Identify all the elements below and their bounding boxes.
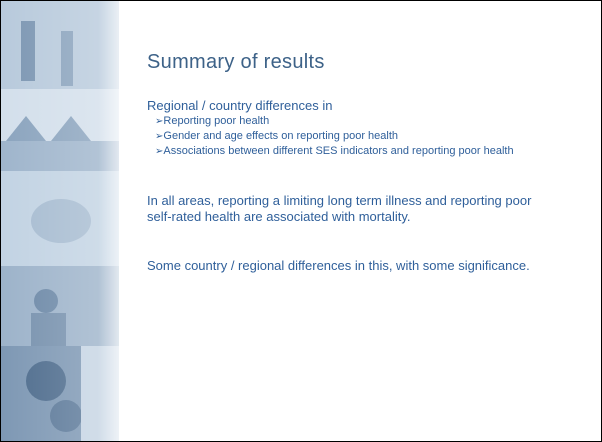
paragraph: Regional / country differences in: [147, 98, 537, 114]
bullet: Reporting poor health: [147, 114, 540, 129]
section: Regional / country differences in Report…: [147, 98, 537, 159]
paragraph: In all areas, reporting a limiting long …: [147, 193, 537, 225]
paragraph: Some country / regional differences in t…: [147, 258, 537, 274]
slide: Summary of results Regional / country di…: [0, 0, 602, 442]
slide-title: Summary of results: [147, 51, 325, 74]
photo-strip: [1, 1, 131, 441]
bullet: Gender and age effects on reporting poor…: [147, 129, 540, 144]
bullet: Associations between different SES indic…: [147, 144, 532, 159]
